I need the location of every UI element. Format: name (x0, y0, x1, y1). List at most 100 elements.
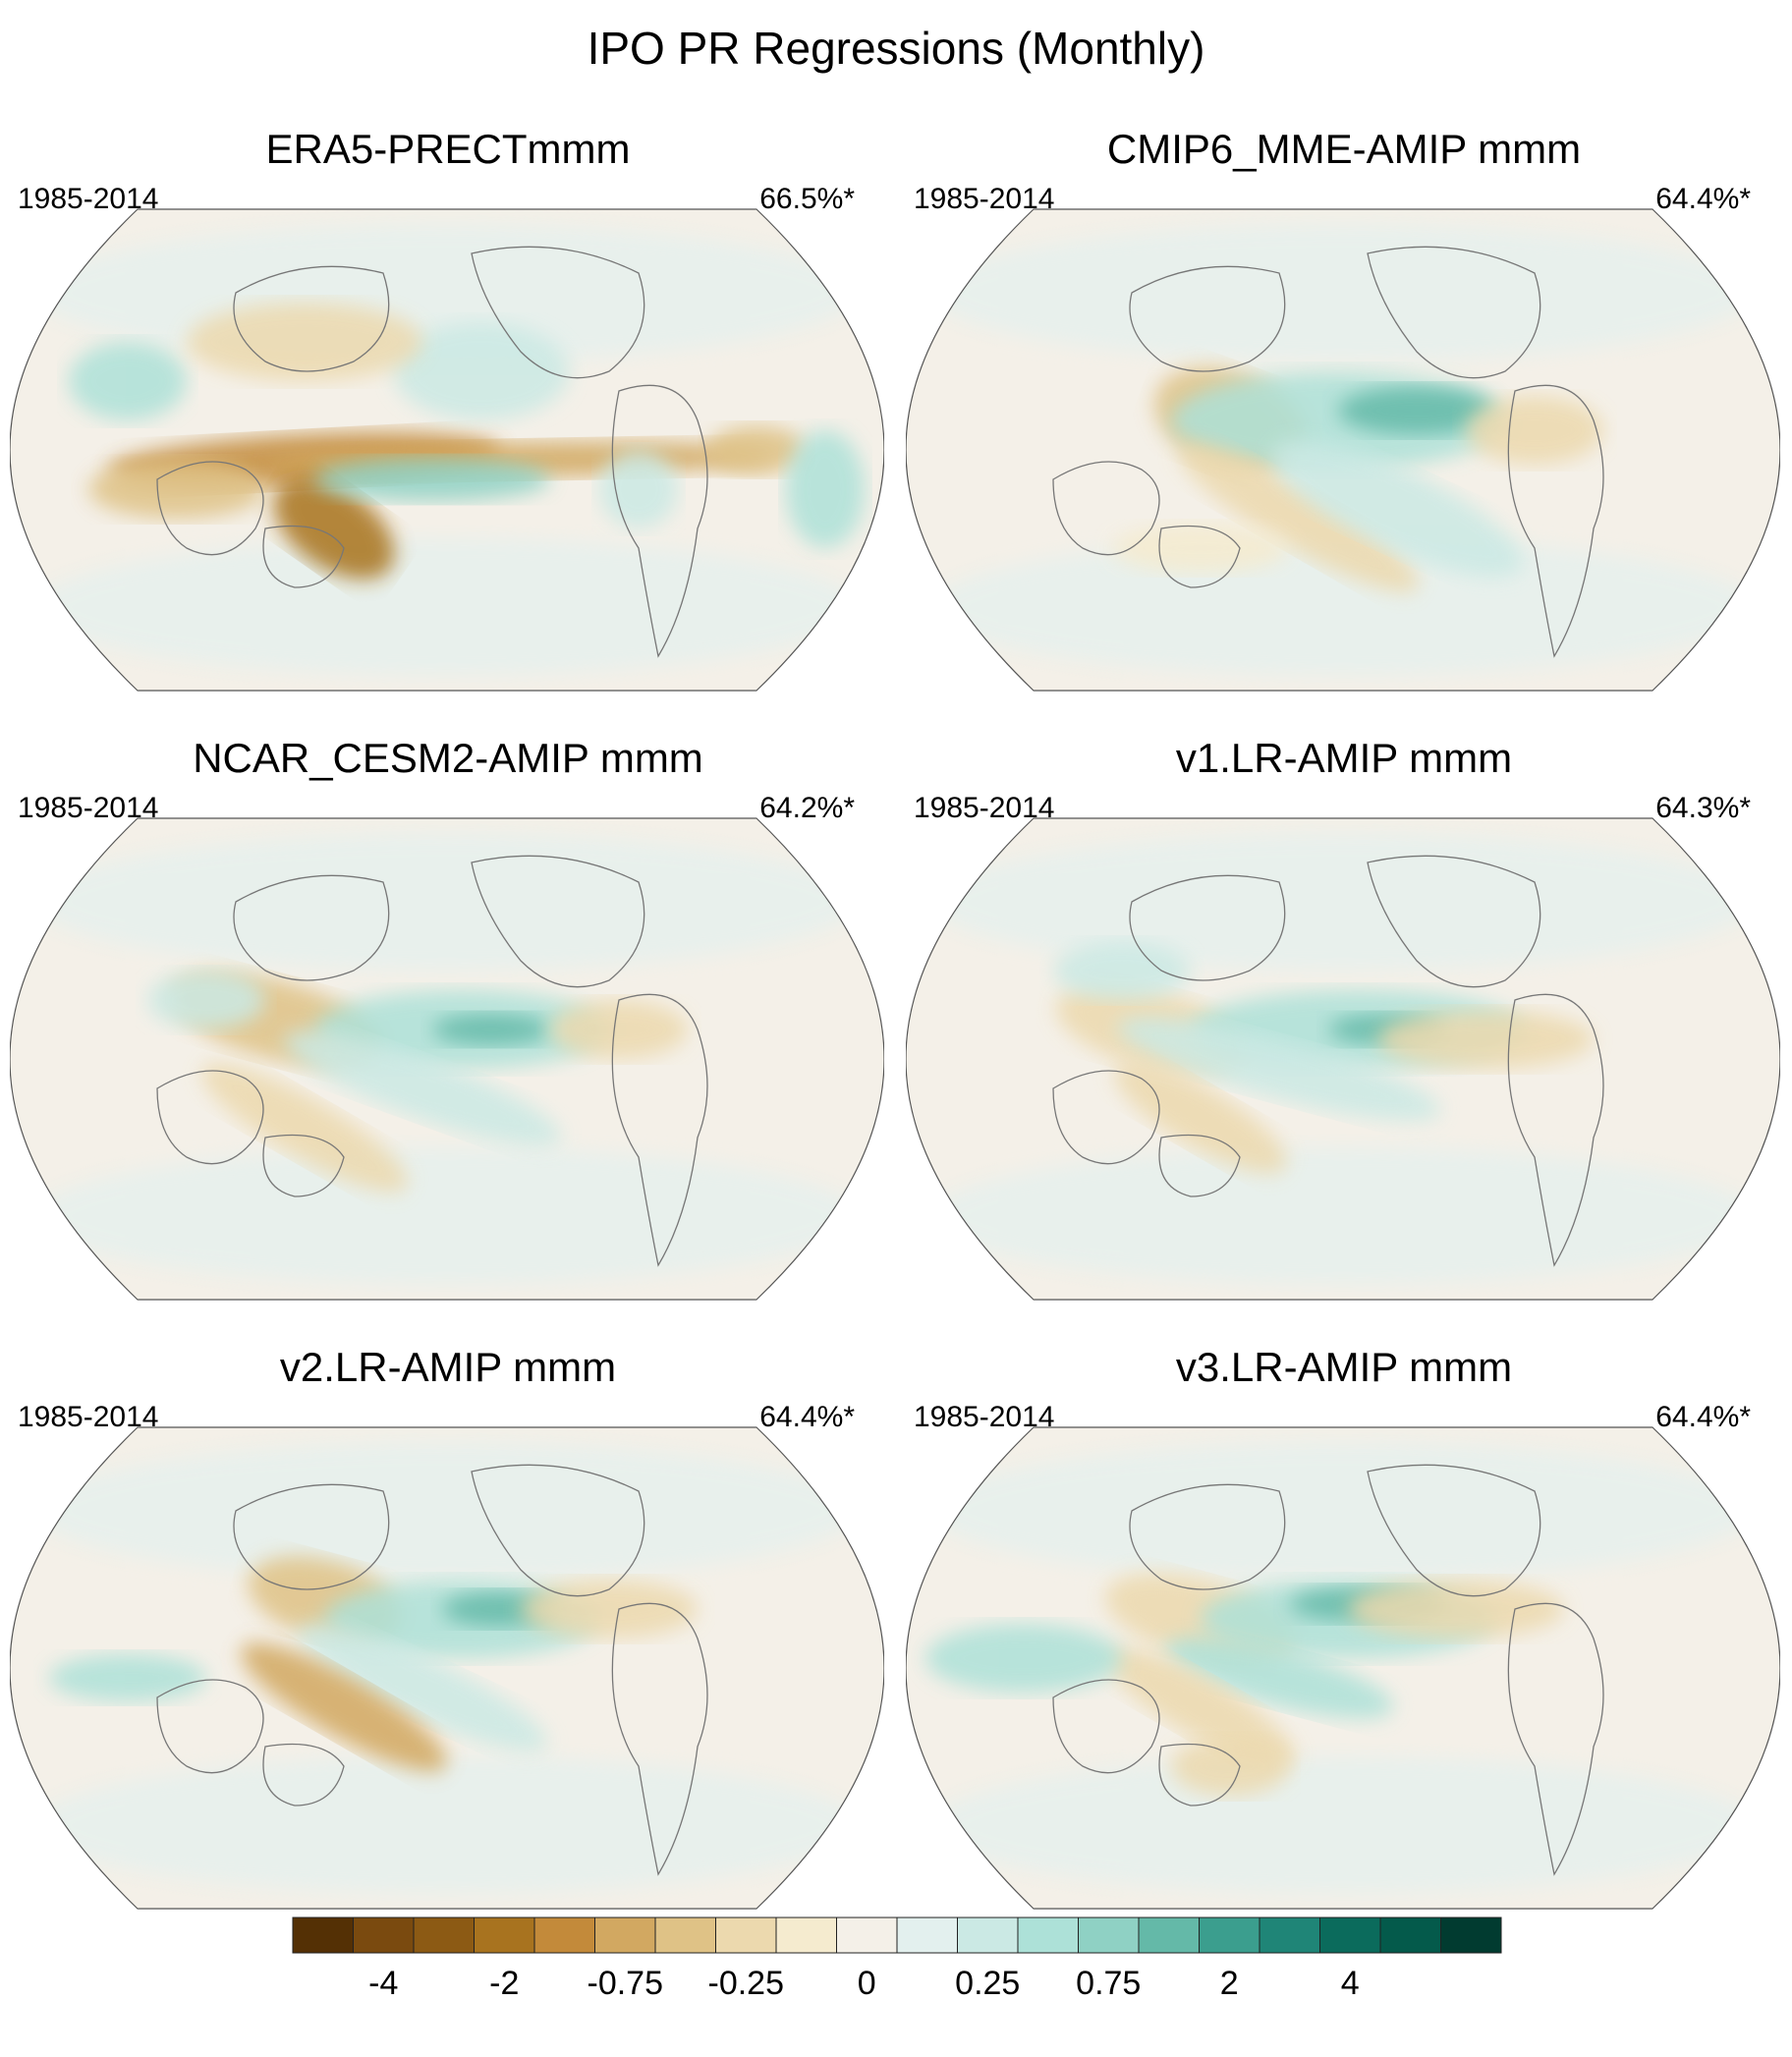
anomaly-region (241, 1642, 447, 1772)
anomaly-region (1338, 386, 1495, 435)
colorbar-swatch (1199, 1917, 1260, 1954)
coastline (1507, 993, 1604, 1267)
coastline (1052, 1679, 1160, 1774)
panel-variance-label: 66.5%* (759, 183, 855, 215)
anomaly-region (1178, 445, 1420, 592)
colorbar-swatch (1017, 1917, 1079, 1954)
anomaly-region (930, 538, 1756, 676)
coastline (1158, 1743, 1241, 1807)
anomaly-region (187, 303, 422, 381)
anomaly-region (1171, 1737, 1289, 1796)
coastline (611, 993, 708, 1267)
map-panel-4: v1.LR-AMIP mmm 1985-2014 64.3%* (896, 735, 1792, 1344)
anomaly-region (1112, 524, 1289, 573)
coastline (1052, 461, 1160, 556)
anomaly-region (88, 460, 265, 519)
anomaly-region (1348, 1580, 1564, 1639)
coastline (611, 384, 708, 658)
panel-period-label: 1985-2014 (18, 792, 159, 824)
coastline (471, 855, 645, 988)
coastline (233, 265, 390, 372)
anomaly-region (432, 1014, 550, 1045)
colorbar-swatch (353, 1917, 415, 1954)
anomaly-region (34, 1756, 860, 1894)
colorbar-swatch (413, 1917, 475, 1954)
colorbar-tick-label: -4 (368, 1965, 398, 2002)
coastline (233, 1483, 390, 1590)
colorbar-swatch (654, 1917, 716, 1954)
coastline (1129, 265, 1286, 372)
anomaly-region (34, 1442, 860, 1580)
map-border (906, 208, 1780, 692)
panel-title: v2.LR-AMIP mmm (279, 1344, 617, 1390)
coastline (156, 1679, 264, 1774)
map-border (10, 817, 884, 1301)
coastline (156, 461, 264, 556)
map-panel-3: NCAR_CESM2-AMIP mmm 1985-2014 64.2%* (0, 735, 896, 1344)
coastline (1367, 246, 1541, 379)
panel-variance-label: 64.4%* (1655, 1401, 1751, 1433)
colorbar-swatch (775, 1917, 837, 1954)
coastline (1158, 1134, 1241, 1197)
colorbar-swatch (474, 1917, 535, 1954)
coastline (233, 874, 390, 981)
panel-period-label: 1985-2014 (914, 1401, 1055, 1433)
map-field (10, 208, 884, 692)
map-field (906, 1426, 1780, 1910)
map-border (10, 1426, 884, 1910)
anomaly-region (550, 1000, 688, 1059)
colorbar-swatch (1259, 1917, 1320, 1954)
panel-title: v1.LR-AMIP mmm (1175, 735, 1513, 781)
anomaly-region (49, 1654, 206, 1701)
panel-period-label: 1985-2014 (914, 792, 1055, 824)
map-border (906, 817, 1780, 1301)
anomaly-region (34, 1147, 860, 1285)
coastline (1367, 855, 1541, 988)
colorbar-swatch (1379, 1917, 1441, 1954)
map-panel-1: ERA5-PRECTmmm 1985-2014 66.5%* (0, 126, 896, 735)
anomaly-region (786, 430, 865, 548)
anomaly-region (393, 322, 570, 420)
map-field (10, 817, 884, 1301)
coastline (471, 1464, 645, 1597)
anomaly-region (34, 538, 860, 676)
colorbar-swatch (292, 1917, 354, 1954)
coastline (611, 1602, 708, 1876)
map-panel-2: CMIP6_MME-AMIP mmm 1985-2014 64.4%* (896, 126, 1792, 735)
colorbar-tick-label: -0.75 (588, 1965, 664, 2002)
map-panel-5: v2.LR-AMIP mmm 1985-2014 64.4%* (0, 1344, 896, 1953)
coastline (1129, 1483, 1286, 1590)
colorbar-swatch (715, 1917, 777, 1954)
anomaly-region (1270, 440, 1524, 578)
panel-variance-label: 64.4%* (759, 1401, 855, 1433)
colorbar-swatch (957, 1917, 1019, 1954)
anomaly-region (1105, 1647, 1296, 1767)
coastline (471, 246, 645, 379)
anomaly-region (1377, 1010, 1594, 1069)
map-field (10, 1426, 884, 1910)
figure-title: IPO PR Regressions (Monthly) (587, 23, 1205, 74)
coastline (1507, 1602, 1604, 1876)
anomaly-region (283, 1030, 562, 1146)
coastline (1507, 384, 1604, 658)
panel-variance-label: 64.4%* (1655, 183, 1751, 215)
coastline (1158, 525, 1241, 588)
colorbar-tick-label: -2 (489, 1965, 519, 2002)
colorbar-tick-label: 4 (1341, 1965, 1360, 2002)
map-border (906, 1426, 1780, 1910)
coastline (262, 1134, 345, 1197)
map-border (10, 208, 884, 692)
anomaly-region (314, 458, 550, 501)
coastline (262, 1743, 345, 1807)
anomaly-region (930, 833, 1756, 971)
anomaly-region (1164, 1637, 1394, 1719)
anomaly-region (599, 450, 678, 528)
coastline (156, 1070, 264, 1165)
colorbar-swatch (896, 1917, 958, 1954)
anomaly-region (930, 224, 1756, 361)
panel-title: NCAR_CESM2-AMIP mmm (193, 735, 703, 781)
map-panel-6: v3.LR-AMIP mmm 1985-2014 64.4%* (896, 1344, 1792, 1953)
colorbar-tick-label: -0.25 (708, 1965, 785, 2002)
colorbar-swatch (594, 1917, 656, 1954)
colorbar-swatch (1078, 1917, 1140, 1954)
